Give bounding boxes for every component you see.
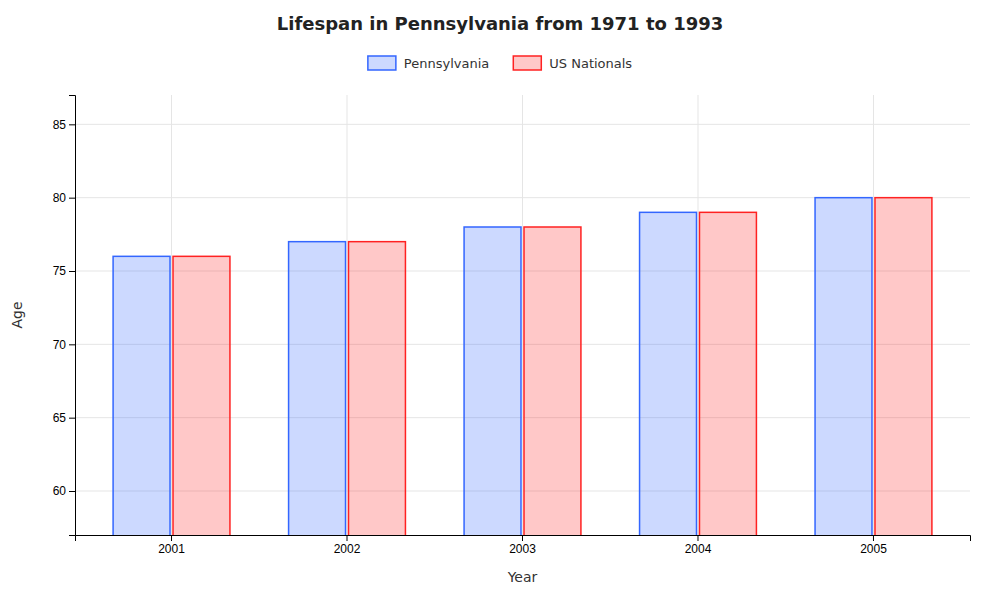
tick-mark [69,271,75,272]
x-axis-title: Year [507,569,538,585]
bar [875,198,932,535]
legend-swatch [513,56,541,70]
legend-label: US Nationals [549,56,632,71]
bars [113,198,932,535]
bar [640,212,697,535]
tick-label: 75 [53,264,67,278]
bar [173,256,230,535]
tick-label: 2002 [334,542,361,556]
tick-mark [171,535,172,541]
x-tick: 2003 [509,535,536,556]
y-axis-title: Age [9,301,25,328]
tick-label: 2003 [509,542,536,556]
y-tick: 70 [53,338,75,352]
bar [289,242,346,535]
tick-label: 80 [53,191,67,205]
bar [113,256,170,535]
legend-swatch [368,56,396,70]
tick-label: 70 [53,338,67,352]
axis-line [76,536,971,542]
title: Lifespan in Pennsylvania from 1971 to 19… [277,13,723,34]
tick-mark [69,198,75,199]
grid-line [522,95,523,535]
y-tick: 75 [53,264,75,278]
bar [349,242,406,535]
y-axis: 60 65 70 75 80 85 [53,96,76,536]
legend: Pennsylvania US Nationals [368,56,632,71]
bar [524,227,581,535]
tick-mark [69,124,75,125]
axis-line [69,96,76,536]
tick-label: 65 [53,411,67,425]
legend-item: US Nationals [513,56,632,71]
y-tick: 60 [53,484,75,498]
bar [699,212,756,535]
tick-mark [69,344,75,345]
tick-mark [69,491,75,492]
tick-label: 85 [53,118,67,132]
y-tick: 80 [53,191,75,205]
tick-label: 60 [53,484,67,498]
bar [815,198,872,535]
tick-label: 2001 [158,542,185,556]
grid-line [171,95,172,535]
plot-area: 60 65 70 75 80 85 2001 2002 2003 2004 2005 [53,95,971,600]
x-axis: 2001 2002 2003 2004 2005 [76,535,971,556]
tick-mark [522,535,523,541]
grid-line [697,95,698,535]
x-tick: 2004 [685,535,712,556]
legend-item: Pennsylvania [368,56,489,71]
bar [464,227,521,535]
tick-mark [347,535,348,541]
tick-label: 2004 [685,542,712,556]
bar-series [173,198,932,535]
x-tick: 2002 [334,535,361,556]
y-tick: 65 [53,411,75,425]
bar-series [113,198,872,535]
tick-label: 2005 [860,542,887,556]
y-tick: 85 [53,118,75,132]
tick-mark [873,535,874,541]
tick-mark [69,418,75,419]
grid-line [347,95,348,535]
x-tick: 2005 [860,535,887,556]
grid-line [873,95,874,535]
chart: 60 65 70 75 80 85 2001 2002 2003 2004 2005 Year Age L… [0,0,1000,600]
legend-label: Pennsylvania [404,56,489,71]
tick-mark [697,535,698,541]
x-tick: 2001 [158,535,185,556]
